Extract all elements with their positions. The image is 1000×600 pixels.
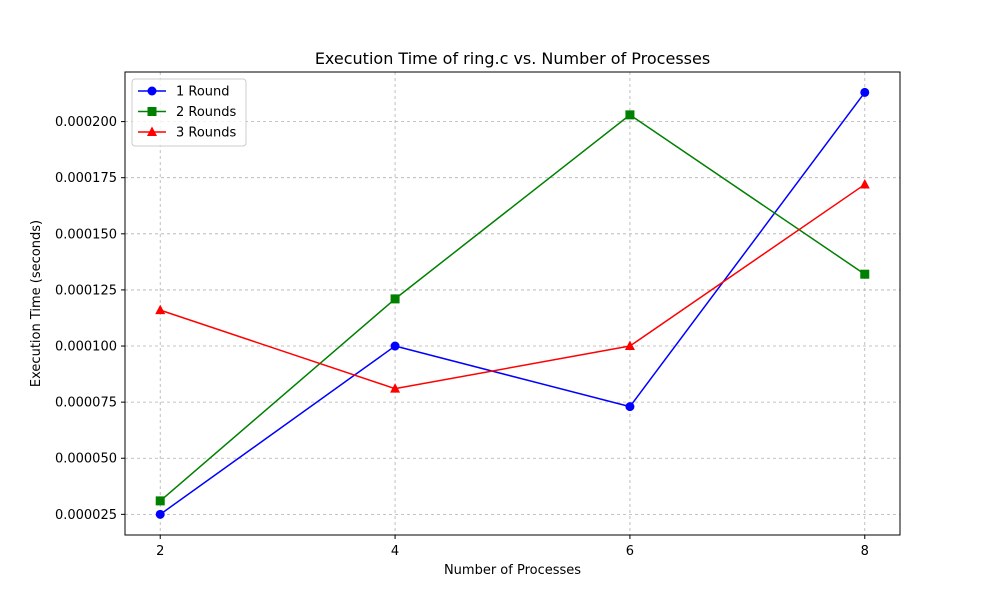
legend-marker — [147, 126, 157, 136]
series-1 — [155, 87, 870, 519]
y-tick-label: 0.000125 — [55, 283, 117, 298]
data-point-marker — [859, 178, 870, 189]
legend-label: 2 Rounds — [176, 105, 237, 120]
series-line — [159, 183, 866, 390]
x-tick-label: 2 — [156, 544, 164, 559]
data-point-marker — [390, 294, 400, 304]
data-point-marker — [625, 402, 635, 412]
data-point-marker — [860, 269, 870, 279]
legend: 1 Round 2 Rounds 3 Rounds — [131, 78, 247, 147]
series-3 — [155, 178, 870, 393]
chart-title: Execution Time of ring.c vs. Number of P… — [315, 49, 710, 68]
data-point-marker — [624, 340, 635, 351]
series-layer — [155, 87, 870, 519]
legend-item: 1 Round — [138, 85, 230, 100]
data-point-marker — [155, 509, 165, 519]
legend-label: 1 Round — [176, 85, 230, 100]
y-tick-label: 0.000200 — [55, 115, 117, 130]
series-2 — [155, 110, 870, 506]
y-tick-label: 0.000150 — [55, 227, 117, 242]
data-point-marker — [390, 341, 400, 351]
ticks-layer: 2 4 6 8 0.000025 0.000050 0.000075 0.000100 0.00… — [55, 115, 869, 559]
legend-label: 3 Rounds — [176, 126, 237, 141]
legend-item: 3 Rounds — [138, 126, 237, 141]
legend-box — [131, 78, 247, 147]
grid-lines — [125, 72, 900, 535]
x-axis-label: Number of Processes — [444, 563, 581, 578]
y-tick-label: 0.000175 — [55, 171, 117, 186]
data-point-marker — [860, 87, 870, 97]
series-line — [159, 114, 866, 502]
y-tick-label: 0.000100 — [55, 340, 117, 355]
data-point-marker — [390, 383, 401, 393]
legend-marker — [147, 107, 157, 116]
plot-frame — [124, 71, 901, 536]
y-tick-label: 0.000075 — [55, 396, 117, 411]
data-point-marker — [155, 304, 166, 315]
data-point-marker — [155, 496, 165, 506]
y-axis-label: Execution Time (seconds) — [29, 220, 44, 387]
x-tick-label: 6 — [626, 544, 634, 559]
x-tick-label: 4 — [391, 544, 399, 559]
x-tick-label: 8 — [861, 544, 869, 559]
legend-marker — [147, 86, 157, 96]
legend-item: 2 Rounds — [138, 105, 237, 120]
data-point-marker — [625, 110, 635, 120]
y-tick-label: 0.000050 — [55, 452, 117, 467]
y-tick-label: 0.000025 — [55, 508, 117, 523]
series-line — [159, 91, 866, 515]
